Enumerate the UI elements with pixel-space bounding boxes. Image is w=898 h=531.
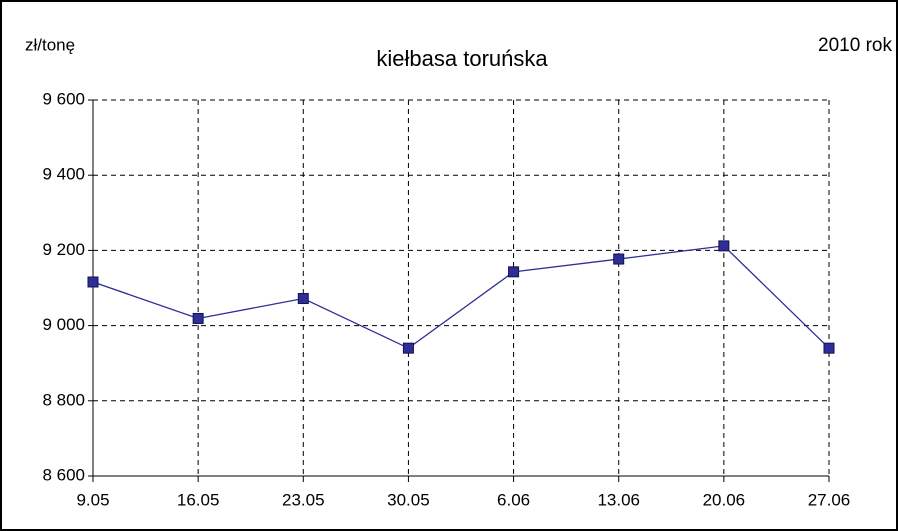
y-axis-label: zł/tonę xyxy=(25,35,75,54)
data-point xyxy=(297,293,309,305)
x-tick-label: 30.05 xyxy=(387,490,430,509)
y-tick-label: 9 400 xyxy=(42,165,85,184)
x-tick-label: 27.06 xyxy=(808,490,851,509)
data-line xyxy=(92,245,830,349)
x-tick-label: 20.06 xyxy=(703,490,746,509)
data-point xyxy=(718,240,730,252)
data-point xyxy=(613,253,625,265)
y-tick-label: 8 800 xyxy=(42,390,85,409)
x-tick-label: 16.05 xyxy=(177,490,220,509)
y-tick-label: 8 600 xyxy=(42,465,85,484)
y-tick-label: 9 000 xyxy=(42,315,85,334)
chart-title: kiełbasa toruńska xyxy=(376,46,548,71)
annotation: 2010 rok xyxy=(818,35,892,56)
x-tick-label: 23.05 xyxy=(282,490,325,509)
data-point xyxy=(402,342,414,354)
x-tick-label: 6.06 xyxy=(497,490,530,509)
x-tick-label: 13.06 xyxy=(597,490,640,509)
y-tick-label: 9 600 xyxy=(42,89,85,108)
x-tick-label: 9.05 xyxy=(76,490,109,509)
data-point xyxy=(823,342,835,354)
data-point xyxy=(508,266,520,278)
y-tick-label: 9 200 xyxy=(42,240,85,259)
data-point xyxy=(87,276,99,288)
data-point xyxy=(192,312,204,324)
